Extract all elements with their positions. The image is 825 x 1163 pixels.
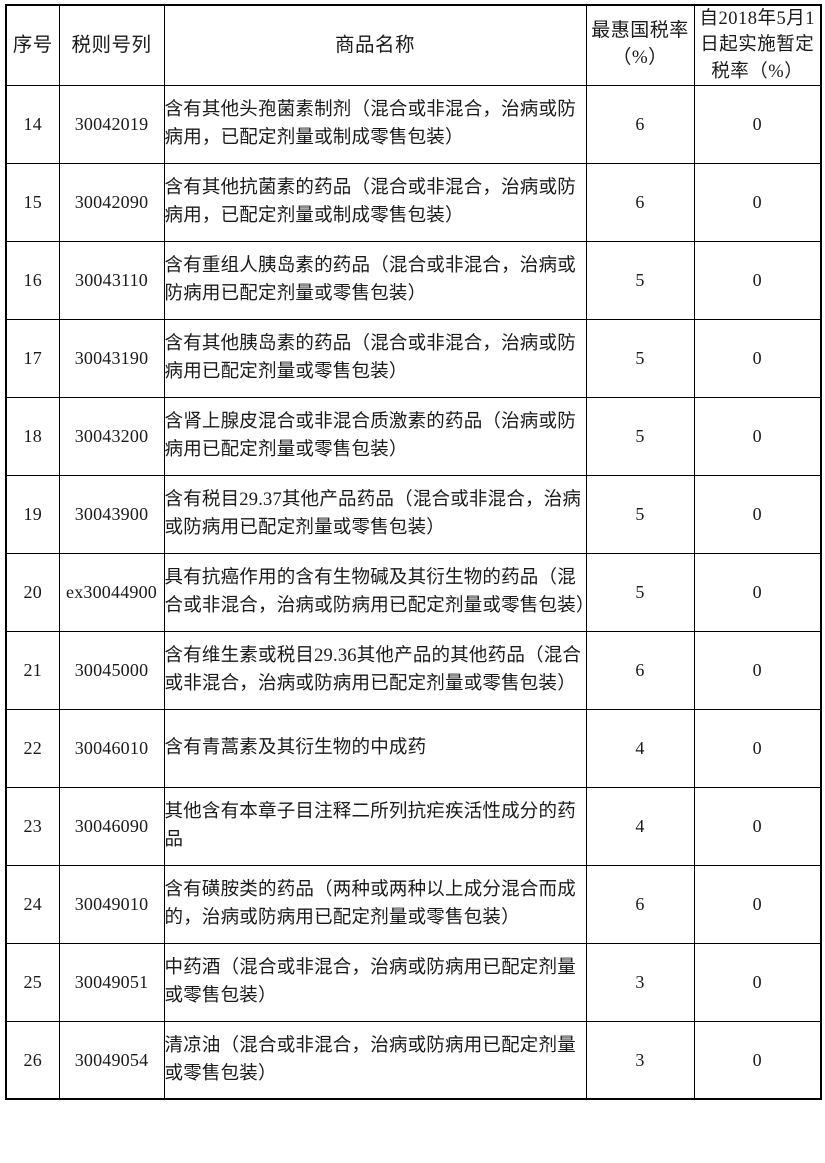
cell-mfn-rate: 5 (585, 240, 695, 320)
cell-goods-name: 清凉油（混合或非混合，治病或防病用已配定剂量或零售包装） (163, 1020, 587, 1100)
table-row: 18 30043200 含肾上腺皮混合或非混合质激素的药品（治病或防病用已配定剂量或… (5, 396, 822, 476)
cell-goods-name: 其他含有本章子目注释二所列抗疟疾活性成分的药品 (163, 786, 587, 866)
cell-sequence: 15 (5, 162, 60, 242)
cell-mfn-rate: 5 (585, 474, 695, 554)
cell-tariff-code: 30049054 (58, 1020, 165, 1100)
cell-goods-name: 具有抗癌作用的含有生物碱及其衍生物的药品（混合或非混合，治病或防病用已配定剂量或… (163, 552, 594, 632)
cell-sequence: 21 (5, 630, 60, 710)
table-row: 25 30049051 中药酒（混合或非混合，治病或防病用已配定剂量或零售包装） 3 0 (5, 942, 822, 1022)
cell-goods-name: 含有其他胰岛素的药品（混合或非混合，治病或防病用已配定剂量或零售包装） (163, 318, 587, 398)
cell-sequence: 16 (5, 240, 60, 320)
cell-mfn-rate: 3 (585, 1020, 695, 1100)
cell-mfn-rate: 5 (585, 318, 695, 398)
table-row: 20 ex30044900 具有抗癌作用的含有生物碱及其衍生物的药品（混合或非混合，… (5, 552, 822, 632)
table-header: 序号 税则号列 商品名称 最惠国税率（%） 自2018年5月1日起实施暂定税率（… (5, 4, 822, 86)
cell-tariff-code: 30045000 (58, 630, 165, 710)
cell-goods-name: 含有重组人胰岛素的药品（混合或非混合，治病或防病用已配定剂量或零售包装） (163, 240, 587, 320)
cell-provisional-rate: 0 (693, 240, 822, 320)
table-row: 21 30045000 含有维生素或税目29.36其他产品的其他药品（混合或非混合，… (5, 630, 822, 710)
table-body: 14 30042019 含有其他头孢菌素制剂（混合或非混合，治病或防病用，已配定剂量… (5, 84, 822, 1100)
cell-sequence: 26 (5, 1020, 60, 1100)
table-row: 15 30042090 含有其他抗菌素的药品（混合或非混合，治病或防病用，已配定剂量… (5, 162, 822, 242)
cell-tariff-code: 30042090 (58, 162, 165, 242)
cell-goods-name: 含肾上腺皮混合或非混合质激素的药品（治病或防病用已配定剂量或零售包装） (163, 396, 587, 476)
cell-provisional-rate: 0 (693, 1020, 822, 1100)
cell-provisional-rate: 0 (693, 864, 822, 944)
cell-goods-name: 含有青蒿素及其衍生物的中成药 (163, 708, 587, 788)
table-row: 16 30043110 含有重组人胰岛素的药品（混合或非混合，治病或防病用已配定剂量… (5, 240, 822, 320)
cell-tariff-code: 30043110 (58, 240, 165, 320)
cell-tariff-code: 30042019 (58, 84, 165, 164)
cell-tariff-code: 30049010 (58, 864, 165, 944)
cell-tariff-code: 30043200 (58, 396, 165, 476)
table-row: 22 30046010 含有青蒿素及其衍生物的中成药 4 0 (5, 708, 822, 788)
cell-provisional-rate: 0 (693, 396, 822, 476)
cell-provisional-rate: 0 (693, 474, 822, 554)
cell-tariff-code: 30046010 (58, 708, 165, 788)
cell-provisional-rate: 0 (693, 786, 822, 866)
table-row: 19 30043900 含有税目29.37其他产品药品（混合或非混合，治病或防病用已… (5, 474, 822, 554)
cell-provisional-rate: 0 (693, 708, 822, 788)
cell-provisional-rate: 0 (693, 318, 822, 398)
cell-provisional-rate: 0 (693, 942, 822, 1022)
cell-tariff-code: 30043900 (58, 474, 165, 554)
cell-sequence: 23 (5, 786, 60, 866)
cell-mfn-rate: 6 (585, 630, 695, 710)
cell-mfn-rate: 6 (585, 864, 695, 944)
column-header-sequence: 序号 (5, 4, 60, 86)
cell-sequence: 18 (5, 396, 60, 476)
table-row: 23 30046090 其他含有本章子目注释二所列抗疟疾活性成分的药品 4 0 (5, 786, 822, 866)
cell-provisional-rate: 0 (693, 630, 822, 710)
cell-provisional-rate: 0 (693, 84, 822, 164)
cell-provisional-rate: 0 (693, 552, 822, 632)
cell-tariff-code: 30049051 (58, 942, 165, 1022)
cell-mfn-rate: 5 (585, 552, 695, 632)
table-row: 14 30042019 含有其他头孢菌素制剂（混合或非混合，治病或防病用，已配定剂量… (5, 84, 822, 164)
table-header-row: 序号 税则号列 商品名称 最惠国税率（%） 自2018年5月1日起实施暂定税率（… (5, 4, 822, 86)
cell-sequence: 24 (5, 864, 60, 944)
cell-sequence: 17 (5, 318, 60, 398)
cell-sequence: 14 (5, 84, 60, 164)
cell-goods-name: 含有其他头孢菌素制剂（混合或非混合，治病或防病用，已配定剂量或制成零售包装） (163, 84, 587, 164)
cell-goods-name: 含有税目29.37其他产品药品（混合或非混合，治病或防病用已配定剂量或零售包装） (163, 474, 587, 554)
column-header-mfn-rate: 最惠国税率（%） (585, 4, 695, 86)
cell-goods-name: 含有维生素或税目29.36其他产品的其他药品（混合或非混合，治病或防病用已配定剂… (163, 630, 587, 710)
cell-goods-name: 含有磺胺类的药品（两种或两种以上成分混合而成的，治病或防病用已配定剂量或零售包装… (163, 864, 587, 944)
cell-mfn-rate: 4 (585, 786, 695, 866)
cell-sequence: 19 (5, 474, 60, 554)
cell-sequence: 22 (5, 708, 60, 788)
cell-provisional-rate: 0 (693, 162, 822, 242)
cell-mfn-rate: 3 (585, 942, 695, 1022)
cell-tariff-code: 30046090 (58, 786, 165, 866)
cell-mfn-rate: 6 (585, 162, 695, 242)
cell-mfn-rate: 4 (585, 708, 695, 788)
cell-goods-name: 含有其他抗菌素的药品（混合或非混合，治病或防病用，已配定剂量或制成零售包装） (163, 162, 587, 242)
table-row: 17 30043190 含有其他胰岛素的药品（混合或非混合，治病或防病用已配定剂量或… (5, 318, 822, 398)
column-header-goods-name: 商品名称 (163, 4, 587, 86)
cell-mfn-rate: 5 (585, 396, 695, 476)
cell-goods-name: 中药酒（混合或非混合，治病或防病用已配定剂量或零售包装） (163, 942, 587, 1022)
tariff-rate-table: 序号 税则号列 商品名称 最惠国税率（%） 自2018年5月1日起实施暂定税率（… (5, 4, 822, 1101)
cell-tariff-code: ex30044900 (58, 552, 165, 632)
table-row: 24 30049010 含有磺胺类的药品（两种或两种以上成分混合而成的，治病或防病用… (5, 864, 822, 944)
cell-sequence: 25 (5, 942, 60, 1022)
column-header-provisional-rate: 自2018年5月1日起实施暂定税率（%） (693, 4, 822, 86)
column-header-tariff-code: 税则号列 (58, 4, 165, 86)
table-row: 26 30049054 清凉油（混合或非混合，治病或防病用已配定剂量或零售包装） 3 0 (5, 1020, 822, 1100)
cell-tariff-code: 30043190 (58, 318, 165, 398)
cell-sequence: 20 (5, 552, 60, 632)
cell-mfn-rate: 6 (585, 84, 695, 164)
